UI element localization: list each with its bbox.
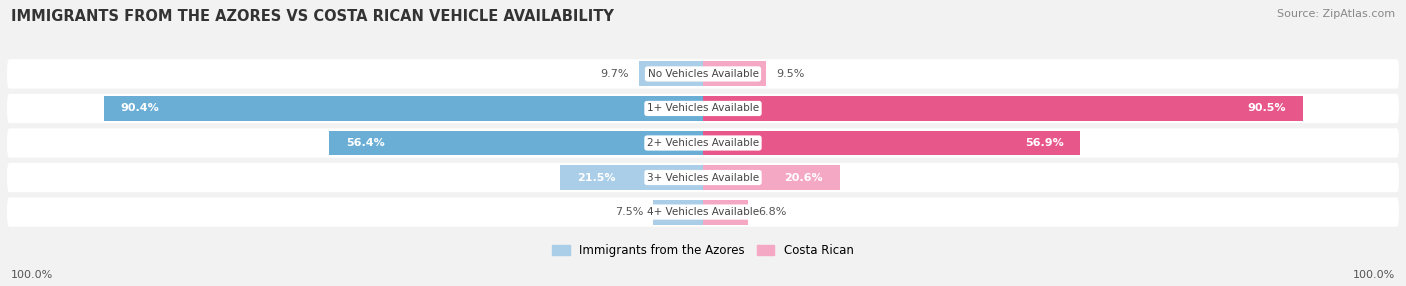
Text: 21.5%: 21.5% — [576, 172, 616, 182]
Text: 4+ Vehicles Available: 4+ Vehicles Available — [647, 207, 759, 217]
Bar — [703, 96, 1303, 121]
Text: 56.4%: 56.4% — [346, 138, 384, 148]
Bar — [104, 96, 703, 121]
Text: 9.7%: 9.7% — [600, 69, 628, 79]
Bar — [654, 200, 703, 225]
Text: 9.5%: 9.5% — [776, 69, 804, 79]
Text: 3+ Vehicles Available: 3+ Vehicles Available — [647, 172, 759, 182]
Text: Source: ZipAtlas.com: Source: ZipAtlas.com — [1277, 9, 1395, 19]
Bar — [703, 200, 748, 225]
FancyBboxPatch shape — [7, 59, 1399, 89]
Text: 90.5%: 90.5% — [1247, 104, 1286, 114]
FancyBboxPatch shape — [7, 128, 1399, 158]
Bar — [561, 165, 703, 190]
Text: IMMIGRANTS FROM THE AZORES VS COSTA RICAN VEHICLE AVAILABILITY: IMMIGRANTS FROM THE AZORES VS COSTA RICA… — [11, 9, 614, 23]
FancyBboxPatch shape — [7, 163, 1399, 192]
Text: 20.6%: 20.6% — [785, 172, 823, 182]
Text: 1+ Vehicles Available: 1+ Vehicles Available — [647, 104, 759, 114]
FancyBboxPatch shape — [7, 94, 1399, 123]
Bar — [329, 131, 703, 155]
Text: No Vehicles Available: No Vehicles Available — [648, 69, 758, 79]
Text: 56.9%: 56.9% — [1025, 138, 1063, 148]
Text: 90.4%: 90.4% — [121, 104, 159, 114]
Text: 2+ Vehicles Available: 2+ Vehicles Available — [647, 138, 759, 148]
Text: 100.0%: 100.0% — [11, 270, 53, 280]
Legend: Immigrants from the Azores, Costa Rican: Immigrants from the Azores, Costa Rican — [547, 239, 859, 262]
Text: 100.0%: 100.0% — [1353, 270, 1395, 280]
FancyBboxPatch shape — [7, 197, 1399, 227]
Text: 6.8%: 6.8% — [758, 207, 786, 217]
Bar — [703, 165, 839, 190]
Text: 7.5%: 7.5% — [614, 207, 644, 217]
Bar — [703, 131, 1080, 155]
Bar — [703, 61, 766, 86]
Bar — [638, 61, 703, 86]
